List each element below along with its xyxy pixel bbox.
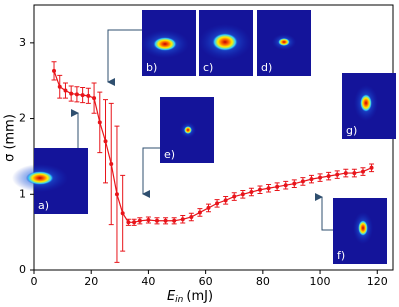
- data-point: [309, 177, 314, 182]
- data-point: [52, 68, 57, 73]
- arrows: [71, 29, 333, 231]
- data-point: [223, 198, 228, 203]
- arrow-e: [142, 147, 160, 198]
- inset-label: d): [261, 61, 272, 74]
- data-point: [189, 215, 194, 219]
- data-point: [352, 171, 357, 176]
- data-point: [360, 169, 365, 174]
- y-tick-label: 3: [19, 36, 26, 49]
- x-tick-label: 0: [31, 275, 38, 288]
- data-point: [155, 218, 160, 223]
- inset-label: g): [346, 124, 357, 137]
- y-axis-label: σ (mm): [3, 114, 18, 162]
- data-point: [335, 172, 340, 177]
- arrow-b: [107, 29, 142, 86]
- data-point: [197, 210, 202, 215]
- data-point: [74, 92, 79, 97]
- inset-label: f): [337, 249, 345, 262]
- data-point: [120, 211, 125, 216]
- inset-spot: [184, 126, 192, 134]
- data-point: [215, 201, 220, 206]
- data-point: [172, 218, 177, 223]
- data-point: [69, 91, 74, 96]
- inset-spot: [26, 171, 54, 185]
- data-point: [292, 181, 297, 186]
- inset-spot: [358, 220, 368, 236]
- data-point: [97, 120, 102, 125]
- x-label-unit: (mJ): [186, 289, 213, 304]
- data-point: [266, 186, 271, 191]
- x-axis-label: Ein (mJ): [167, 289, 213, 305]
- inset-label: e): [164, 148, 175, 161]
- inset-spot: [278, 38, 290, 46]
- data-point: [249, 190, 254, 195]
- data-point: [257, 187, 262, 192]
- x-label-subscript: in: [175, 295, 184, 305]
- data-point: [132, 220, 137, 225]
- data-point: [369, 165, 374, 170]
- x-tick-label: 20: [84, 275, 98, 288]
- data-point: [232, 194, 237, 199]
- data-point: [114, 192, 119, 197]
- data-point: [146, 218, 151, 223]
- data-point: [103, 139, 108, 144]
- x-tick-label: 40: [141, 275, 155, 288]
- data-point: [63, 88, 68, 93]
- insets: a) b) c) d) e) f) g): [12, 10, 396, 264]
- y-tick-label: 1: [19, 187, 26, 200]
- x-tick-label: 60: [199, 275, 213, 288]
- data-point: [343, 171, 348, 176]
- data-point: [92, 96, 97, 101]
- data-point: [318, 175, 323, 180]
- inset-label: c): [203, 61, 213, 74]
- data-point: [80, 93, 85, 98]
- arrow-f: [315, 193, 333, 231]
- data-point: [109, 162, 114, 166]
- data-point: [86, 93, 91, 98]
- data-point: [180, 217, 185, 222]
- inset-spot: [212, 33, 238, 51]
- data-point: [275, 184, 280, 189]
- x-tick-label: 120: [367, 275, 388, 288]
- x-tick-label: 100: [310, 275, 331, 288]
- data-point: [283, 183, 288, 188]
- y-tick-label: 2: [19, 112, 26, 125]
- data-point: [163, 218, 168, 223]
- data-point: [240, 192, 245, 197]
- data-point: [300, 179, 305, 184]
- inset-label: a): [38, 199, 49, 212]
- data-point: [126, 220, 131, 225]
- x-tick-label: 80: [256, 275, 270, 288]
- inset-spot: [153, 37, 177, 51]
- data-point: [326, 174, 331, 179]
- data-point: [206, 205, 211, 210]
- y-tick-label: 0: [19, 263, 26, 276]
- inset-label: b): [146, 61, 157, 74]
- inset-spot: [360, 94, 372, 112]
- data-point: [137, 218, 142, 223]
- x-label-symbol: E: [167, 289, 176, 304]
- data-point: [57, 84, 62, 89]
